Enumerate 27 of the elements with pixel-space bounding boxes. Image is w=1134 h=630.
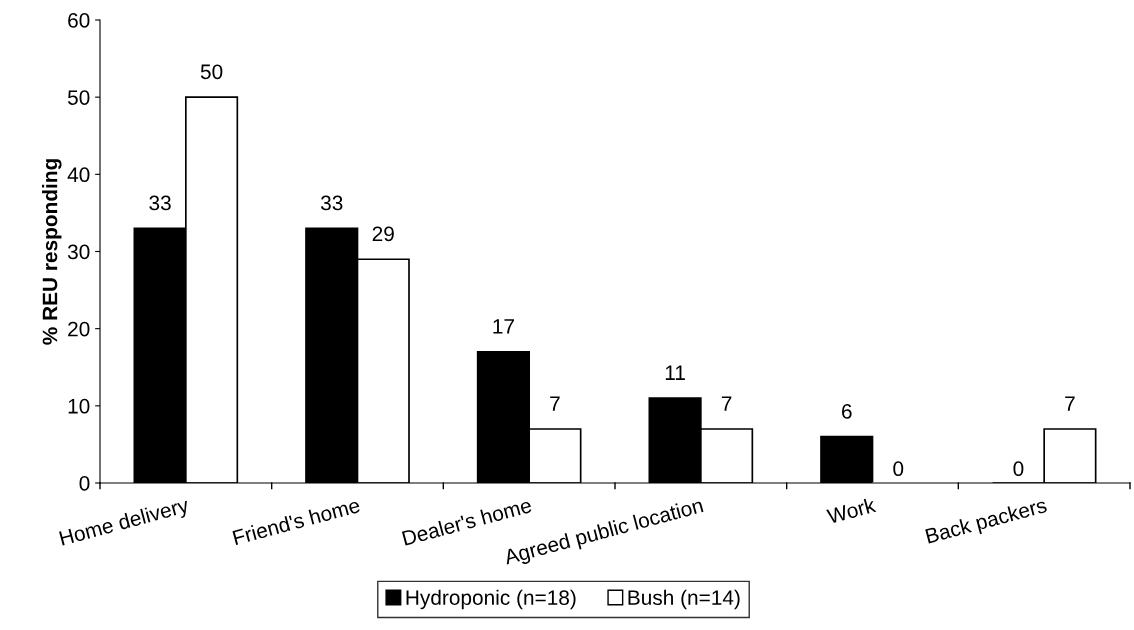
data-label: 0 — [893, 461, 904, 477]
y-tick-label: 20 — [68, 321, 90, 337]
data-label: 0 — [1013, 461, 1024, 477]
x-tick-label: Work — [825, 496, 877, 525]
data-label: 50 — [200, 64, 223, 80]
y-tick-label: 10 — [68, 398, 90, 414]
data-label: 7 — [550, 396, 560, 411]
x-tick-label: Friend's home — [232, 497, 361, 546]
y-tick-label: 30 — [67, 244, 90, 260]
data-label: 11 — [665, 365, 685, 380]
data-label: 7 — [1065, 396, 1075, 411]
data-label: 33 — [320, 195, 343, 211]
x-tick-label: Dealer's home — [401, 497, 533, 546]
y-tick-label: 50 — [67, 90, 90, 105]
y-tick-label: 40 — [67, 167, 90, 183]
x-tick-label: Home delivery — [58, 496, 191, 550]
y-tick-label: 0 — [79, 476, 90, 491]
data-label: 29 — [372, 226, 394, 242]
data-label: 17 — [493, 319, 514, 334]
data-label: 33 — [149, 195, 171, 211]
x-tick-label: Back packers — [925, 497, 1049, 548]
data-label: 7 — [721, 396, 732, 411]
data-label: 6 — [842, 403, 852, 419]
y-axis-title: % REU responding — [42, 159, 62, 345]
legend-label: Hydroponic (n=18) — [406, 589, 576, 610]
legend-label: Bush (n=14) — [628, 589, 740, 610]
y-tick-label: 60 — [68, 13, 90, 28]
